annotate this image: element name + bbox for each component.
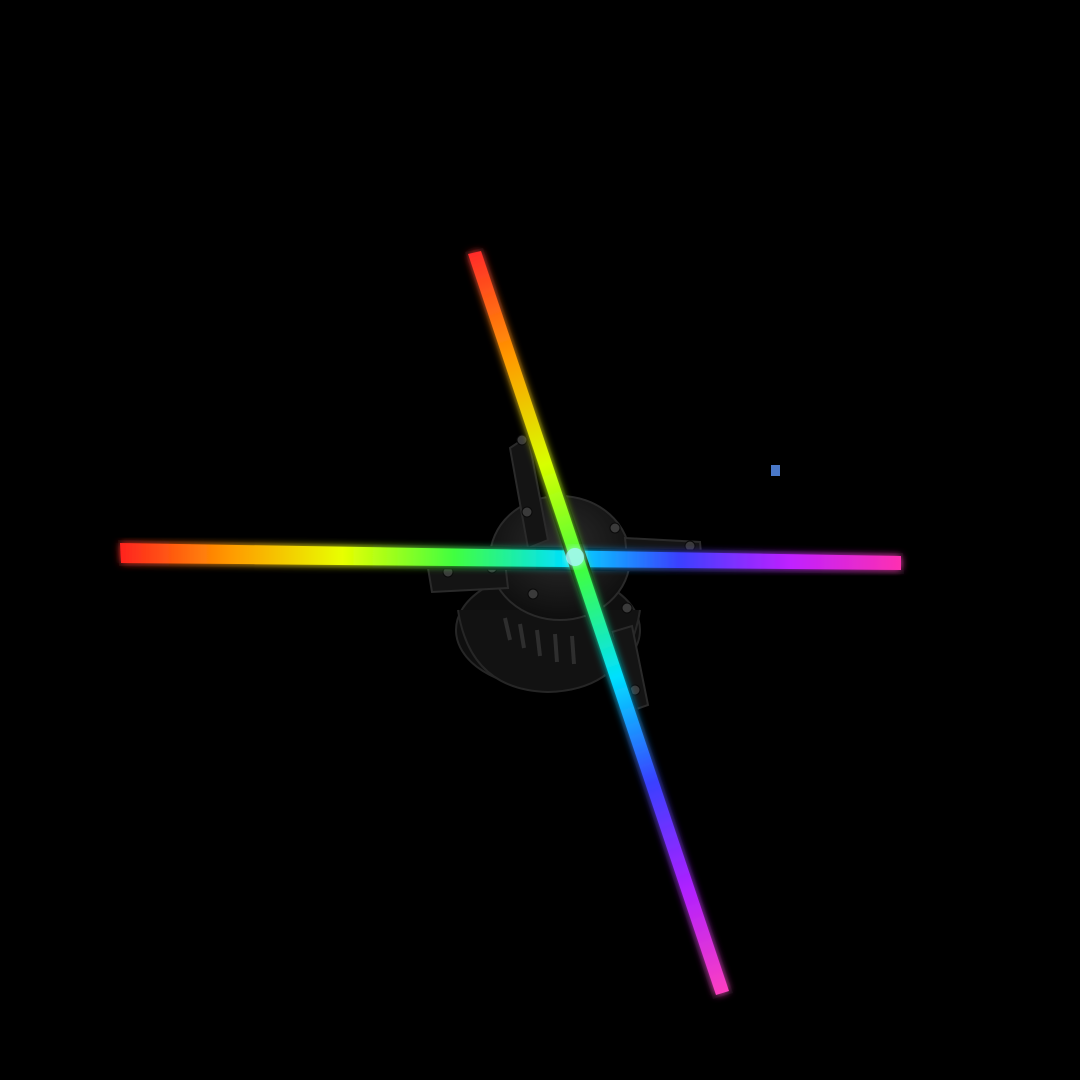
horizontal-led-blade: [118, 540, 904, 574]
vent-slots: [503, 617, 576, 665]
diagonal-led-blade: [465, 248, 733, 999]
center-glow: [566, 548, 584, 566]
housing-bolts: [442, 434, 696, 696]
stray-pixel: [771, 465, 780, 476]
